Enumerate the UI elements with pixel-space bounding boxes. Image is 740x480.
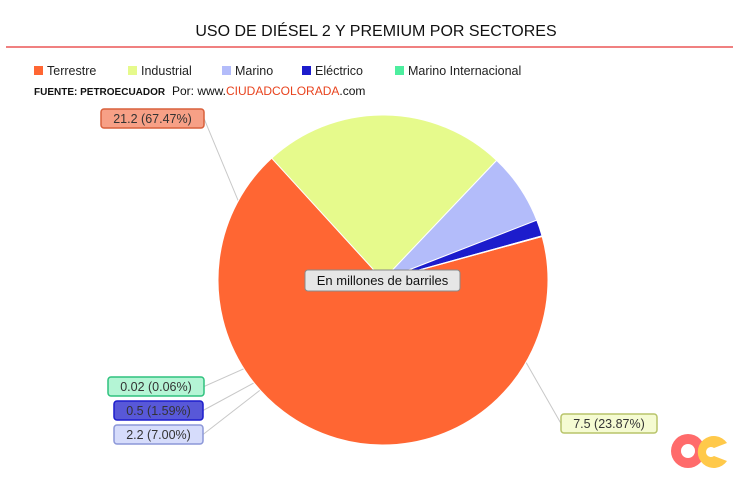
data-label-terrestre: 21.2 (67.47%) — [100, 108, 205, 129]
legend-swatch — [222, 66, 231, 75]
credit-suffix: .com — [339, 84, 365, 98]
data-label-text: 7.5 (23.87%) — [573, 417, 645, 431]
data-label-text: 0.02 (0.06%) — [120, 380, 192, 394]
logo-coral-hole — [681, 444, 695, 458]
legend-item-terrestre: Terrestre — [34, 64, 96, 78]
legend-swatch — [395, 66, 404, 75]
slice-terrestre — [217, 157, 549, 446]
legend-label: Marino Internacional — [408, 64, 521, 78]
data-label-industrial: 7.5 (23.87%) — [560, 413, 658, 434]
data-label-text: 2.2 (7.00%) — [126, 428, 191, 442]
data-label-box — [560, 413, 658, 434]
legend-swatch — [128, 66, 137, 75]
slice-marino-internacional — [382, 235, 543, 281]
legend-label: Terrestre — [47, 64, 96, 78]
pie-slices — [217, 114, 549, 446]
data-label-marino-internacional: 0.02 (0.06%) — [107, 376, 205, 397]
data-labels: 21.2 (67.47%) 7.5 (23.87%) 2.2 (7.00%) 0.5 … — [100, 108, 658, 445]
data-label-box — [113, 400, 204, 421]
center-label: En millones de barriles — [304, 269, 461, 292]
legend-label: Eléctrico — [315, 64, 363, 78]
legend-item-marino-internacional: Marino Internacional — [395, 64, 521, 78]
data-label-text: 21.2 (67.47%) — [113, 112, 192, 126]
data-label-text: 0.5 (1.59%) — [126, 404, 191, 418]
legend: Terrestre Industrial Marino Eléctrico Marino… — [34, 64, 521, 78]
slice-industrial — [271, 114, 498, 281]
credit-prefix: Por: www. — [172, 84, 226, 98]
center-label-text: En millones de barriles — [317, 273, 449, 288]
legend-item-industrial: Industrial — [128, 64, 192, 78]
site-logo — [671, 434, 727, 468]
credit-note: Por: www.CIUDADCOLORADA.com — [172, 84, 365, 98]
legend-label: Marino — [235, 64, 273, 78]
data-label-electrico: 0.5 (1.59%) — [113, 400, 204, 421]
credit-site: CIUDADCOLORADA — [226, 84, 339, 98]
source-note: FUENTE: PETROECUADOR — [34, 87, 166, 98]
logo-yellow-arc — [697, 436, 727, 468]
legend-swatch — [34, 66, 43, 75]
data-label-marino: 2.2 (7.00%) — [113, 424, 204, 445]
center-label-box — [304, 269, 461, 292]
data-label-box — [113, 424, 204, 445]
legend-item-marino: Marino — [222, 64, 273, 78]
data-label-box — [107, 376, 205, 397]
chart-title: USO DE DIÉSEL 2 Y PREMIUM POR SECTORES — [195, 21, 556, 40]
legend-swatch — [302, 66, 311, 75]
legend-item-electrico: Eléctrico — [302, 64, 363, 78]
legend-label: Industrial — [141, 64, 192, 78]
data-label-box — [100, 108, 205, 129]
